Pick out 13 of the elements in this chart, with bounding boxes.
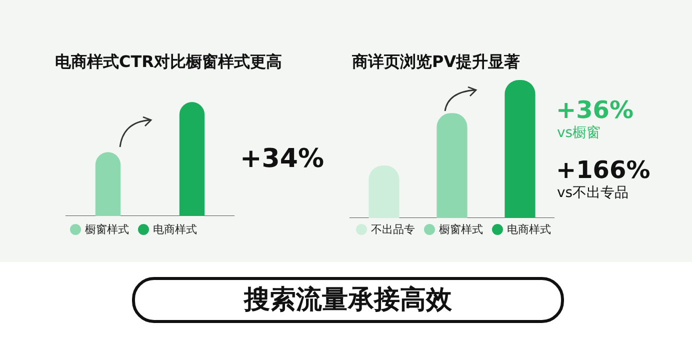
category-label: 橱窗样式 bbox=[85, 223, 129, 236]
category-label: 不出品专 bbox=[371, 223, 415, 236]
text: +34% bbox=[240, 144, 324, 174]
text: vs不出专品 bbox=[557, 184, 629, 202]
category-label: 电商样式 bbox=[507, 223, 551, 236]
text: +36% bbox=[556, 96, 634, 124]
text: +166% bbox=[556, 156, 650, 184]
category-label: 橱窗样式 bbox=[439, 223, 483, 236]
text: vs橱窗 bbox=[557, 124, 601, 142]
chart-title: 电商样式CTR对比橱窗样式更高 bbox=[55, 52, 282, 73]
text: 搜索流量承接高效 bbox=[132, 277, 564, 323]
category-label: 电商样式 bbox=[153, 223, 197, 236]
chart-title: 商详页浏览PV提升显著 bbox=[352, 52, 520, 73]
